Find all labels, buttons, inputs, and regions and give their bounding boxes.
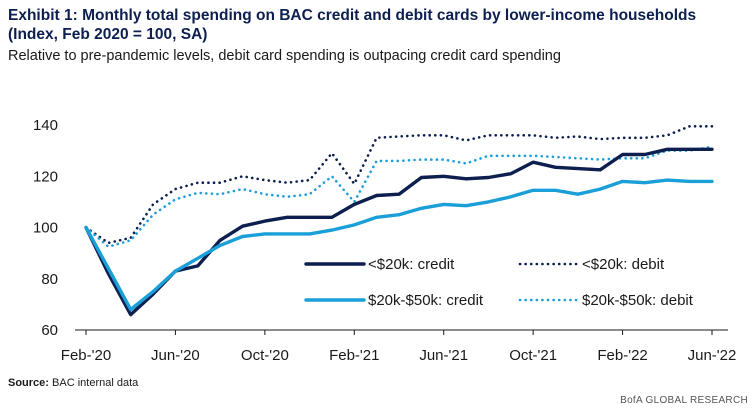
chart-title: Exhibit 1: Monthly total spending on BAC…: [8, 7, 697, 43]
brand-label: BofA GLOBAL RESEARCH: [620, 395, 748, 406]
series-line-2: [84, 178, 714, 312]
y-tick-label: 80: [41, 271, 58, 288]
legend: <$20k: credit <$20k: debit $20k-$50k: cred…: [304, 256, 694, 309]
series-line-3: [84, 145, 714, 248]
source-label: Source:: [8, 377, 49, 389]
x-tick-label: Oct-'20: [241, 347, 289, 364]
source-text: BAC internal data: [52, 377, 139, 389]
legend-label: <$20k: credit: [368, 256, 455, 273]
x-tick-label: Feb-'20: [61, 347, 111, 364]
x-tick-label: Oct-'21: [509, 347, 557, 364]
series-line-1: [84, 125, 714, 245]
y-tick-label: 120: [33, 168, 58, 185]
x-axis-ticks: Feb-'20 Jun-'20 Oct-'20 Feb-'21 Jun-'21 Oct-'…: [61, 330, 737, 364]
x-tick-label: Feb-'22: [597, 347, 647, 364]
source-note: Source: BAC internal data: [8, 377, 138, 389]
x-tick-label: Jun-'21: [419, 347, 468, 364]
x-tick-label: Jun-'22: [688, 347, 737, 364]
series-line-0: [84, 147, 714, 317]
legend-label: $20k-$50k: credit: [368, 292, 484, 309]
x-tick-label: Jun-'20: [151, 347, 200, 364]
series-lines: [84, 125, 714, 317]
y-tick-label: 140: [33, 117, 58, 134]
legend-label: <$20k: debit: [582, 256, 665, 273]
y-tick-label: 100: [33, 220, 58, 237]
chart-subtitle: Relative to pre-pandemic levels, debit c…: [8, 48, 561, 64]
y-axis-ticks: 60 80 100 120 140: [33, 117, 58, 339]
y-tick-label: 60: [41, 322, 58, 339]
x-tick-label: Feb-'21: [329, 347, 379, 364]
legend-label: $20k-$50k: debit: [582, 292, 694, 309]
